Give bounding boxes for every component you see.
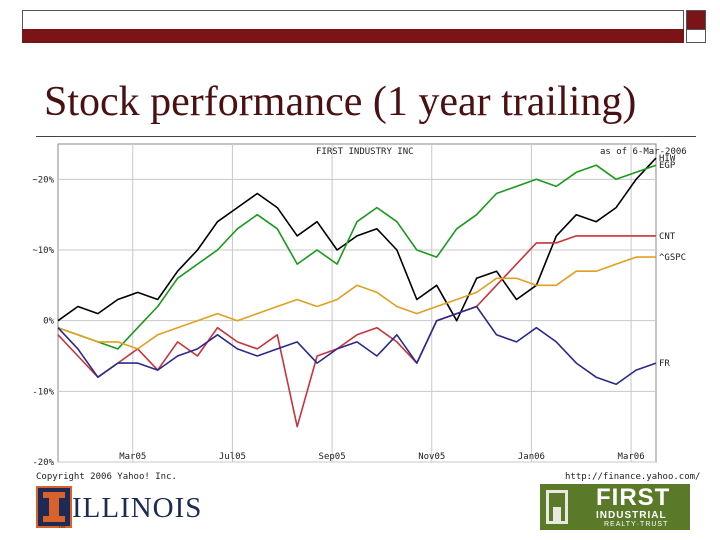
x-tick-label: Jan06 [518, 452, 545, 462]
first-industrial-logo: FIRST INDUSTRIAL REALTY·TRUST [540, 484, 690, 530]
illinois-block-i-logo [36, 486, 72, 528]
chart-grid [58, 144, 656, 463]
title-divider [36, 136, 696, 137]
illinois-trademark: TM [58, 524, 66, 530]
series-line-fr [57, 305, 657, 386]
slide-title: Stock performance (1 year trailing) [44, 79, 637, 125]
x-tick-label: Jul05 [219, 452, 246, 462]
x-tick-labels: Mar05 Jul05 Sep05 Nov05 Jan06 Mar06 [119, 452, 644, 462]
x-tick-label: Sep05 [319, 452, 346, 462]
series-label: CNT [659, 232, 676, 242]
footer-copyright: Copyright 2006 Yahoo! Inc. [36, 472, 177, 482]
series-label: FR [659, 359, 670, 369]
series-lines [57, 157, 657, 428]
first-industrial-mark-icon [546, 490, 568, 524]
series-line-hiw [57, 157, 657, 322]
x-tick-label: Mar06 [618, 452, 645, 462]
top-decor-box [686, 10, 706, 30]
top-decor-band [22, 29, 684, 43]
y-tick-label: -10% [32, 387, 54, 397]
y-tick-label: ~20% [32, 175, 54, 185]
top-decor-box-lower [686, 29, 706, 43]
series-label: EGP [659, 161, 676, 171]
stock-chart: ~20% ~10% 0% -10% -20% Mar05 Jul05 Sep05 Nov05 J… [32, 143, 687, 468]
y-tick-labels: ~20% ~10% 0% -10% -20% [32, 175, 54, 468]
logo-line-industrial: INDUSTRIAL [596, 510, 667, 521]
series-line-egp [57, 164, 657, 350]
illinois-wordmark: ILLINOIS [72, 492, 203, 524]
plot-area [57, 143, 657, 463]
y-tick-label: ~10% [32, 246, 54, 256]
top-decor-bar [22, 10, 684, 30]
logo-line-realty-trust: REALTY·TRUST [604, 521, 669, 528]
block-i-icon [43, 492, 65, 522]
chart-subtitle: as of 6-Mar-2006 [600, 147, 687, 157]
x-tick-label: Nov05 [418, 452, 445, 462]
series-label: ^GSPC [659, 253, 686, 263]
chart-title: FIRST INDUSTRY INC [316, 147, 414, 157]
footer-url: http://finance.yahoo.com/ [565, 472, 701, 482]
x-tick-label: Mar05 [119, 452, 146, 462]
y-tick-label: -20% [32, 458, 54, 468]
y-tick-label: 0% [43, 317, 54, 327]
logo-line-first: FIRST [596, 484, 671, 511]
series-line-gspc [57, 256, 656, 350]
series-label: HIW [659, 154, 676, 164]
